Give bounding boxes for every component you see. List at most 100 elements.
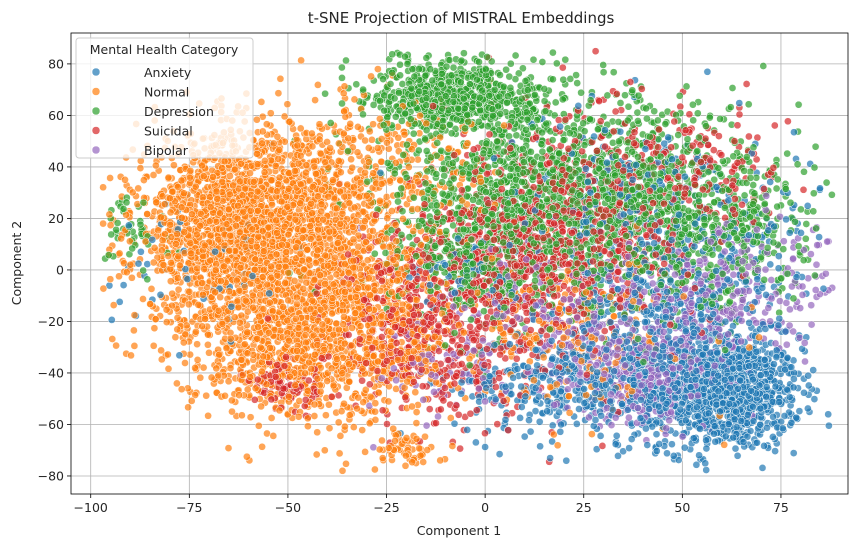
point-depression bbox=[396, 60, 404, 69]
point-normal bbox=[361, 448, 369, 456]
point-normal bbox=[134, 184, 143, 193]
point-normal bbox=[401, 461, 410, 470]
point-depression bbox=[779, 245, 788, 253]
point-normal bbox=[376, 114, 384, 123]
point-depression bbox=[705, 113, 714, 122]
data-points bbox=[99, 47, 837, 475]
point-anxiety bbox=[824, 410, 833, 419]
point-suicidal bbox=[784, 117, 792, 126]
point-normal bbox=[338, 466, 347, 475]
point-suicidal bbox=[558, 63, 567, 72]
point-normal bbox=[276, 74, 285, 83]
point-normal bbox=[108, 335, 117, 343]
point-suicidal bbox=[730, 137, 739, 145]
point-normal bbox=[130, 311, 139, 319]
point-anxiety bbox=[481, 443, 489, 451]
point-anxiety bbox=[702, 466, 711, 474]
point-bipolar bbox=[776, 297, 784, 305]
point-suicidal bbox=[637, 85, 646, 93]
point-normal bbox=[325, 424, 334, 433]
point-depression bbox=[566, 75, 575, 83]
point-normal bbox=[205, 348, 213, 357]
chart-title: t-SNE Projection of MISTRAL Embeddings bbox=[308, 9, 615, 27]
point-anxiety bbox=[825, 421, 833, 430]
point-anxiety bbox=[612, 431, 621, 440]
point-depression bbox=[398, 80, 407, 88]
point-normal bbox=[99, 219, 107, 228]
point-normal bbox=[228, 407, 236, 416]
point-bipolar bbox=[738, 296, 747, 304]
point-normal bbox=[246, 413, 255, 422]
point-anxiety bbox=[815, 233, 823, 241]
point-anxiety bbox=[809, 366, 818, 374]
point-anxiety bbox=[800, 388, 808, 397]
point-depression bbox=[760, 275, 769, 284]
point-suicidal bbox=[436, 405, 445, 414]
point-depression bbox=[772, 184, 781, 193]
point-normal bbox=[322, 411, 330, 420]
point-anxiety bbox=[790, 128, 798, 137]
point-normal bbox=[99, 284, 108, 293]
point-anxiety bbox=[701, 459, 710, 468]
point-anxiety bbox=[137, 247, 145, 256]
point-depression bbox=[759, 62, 768, 70]
point-depression bbox=[783, 149, 792, 158]
point-depression bbox=[586, 115, 595, 124]
point-normal bbox=[334, 418, 343, 427]
point-normal bbox=[184, 403, 192, 412]
point-depression bbox=[573, 79, 582, 87]
point-anxiety bbox=[766, 178, 775, 186]
point-depression bbox=[828, 190, 836, 199]
point-normal bbox=[349, 423, 358, 431]
point-depression bbox=[773, 175, 782, 184]
point-normal bbox=[193, 340, 201, 349]
point-anxiety bbox=[495, 450, 504, 458]
point-anxiety bbox=[596, 432, 605, 440]
point-normal bbox=[374, 388, 383, 397]
point-suicidal bbox=[745, 132, 753, 141]
point-depression bbox=[811, 271, 819, 280]
point-anxiety bbox=[463, 426, 472, 434]
point-anxiety bbox=[625, 444, 633, 452]
point-depression bbox=[449, 63, 458, 72]
point-normal bbox=[335, 449, 344, 458]
point-normal bbox=[371, 465, 379, 474]
point-normal bbox=[320, 175, 329, 183]
point-bipolar bbox=[812, 260, 821, 269]
point-normal bbox=[310, 412, 319, 420]
point-suicidal bbox=[448, 337, 457, 345]
point-normal bbox=[130, 326, 138, 335]
point-suicidal bbox=[738, 200, 746, 209]
point-anxiety bbox=[758, 464, 767, 472]
point-normal bbox=[99, 183, 107, 192]
point-depression bbox=[502, 65, 510, 74]
point-depression bbox=[810, 163, 819, 172]
point-anxiety bbox=[789, 449, 798, 457]
point-normal bbox=[204, 411, 212, 420]
point-anxiety bbox=[619, 447, 627, 456]
point-bipolar bbox=[782, 340, 791, 349]
point-normal bbox=[383, 214, 392, 223]
point-depression bbox=[749, 181, 758, 189]
point-depression bbox=[529, 55, 538, 64]
point-suicidal bbox=[600, 327, 609, 335]
point-anxiety bbox=[143, 260, 152, 268]
point-depression bbox=[802, 220, 811, 228]
point-normal bbox=[325, 400, 333, 409]
point-normal bbox=[377, 157, 386, 166]
point-bipolar bbox=[807, 320, 816, 329]
point-normal bbox=[106, 174, 114, 182]
point-normal bbox=[411, 388, 420, 397]
point-depression bbox=[822, 178, 831, 187]
point-depression bbox=[689, 100, 697, 109]
point-depression bbox=[548, 136, 557, 144]
point-depression bbox=[409, 129, 418, 138]
point-suicidal bbox=[742, 80, 751, 88]
point-depression bbox=[422, 54, 431, 62]
point-anxiety bbox=[119, 281, 128, 289]
point-depression bbox=[633, 108, 642, 117]
point-normal bbox=[112, 341, 120, 350]
point-normal bbox=[147, 285, 156, 293]
point-anxiety bbox=[745, 318, 754, 327]
